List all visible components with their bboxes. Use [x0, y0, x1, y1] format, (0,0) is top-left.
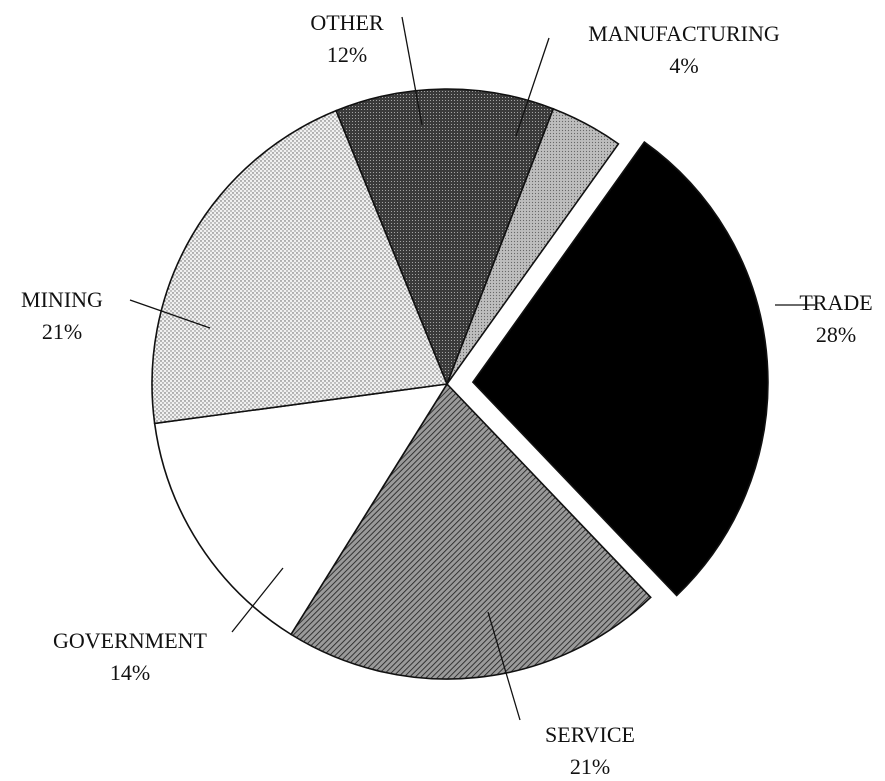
leader-line-other — [401, 16, 423, 126]
slice-label-service: SERVICE — [545, 722, 635, 747]
pie-slice-manufacturing — [446, 107, 620, 385]
pie-slice-service — [289, 382, 652, 680]
leader-line-service — [487, 611, 521, 721]
slice-pct-service: 21% — [570, 754, 610, 779]
leader-line-government — [231, 567, 284, 633]
slice-label-mining: MINING — [21, 287, 103, 312]
pie-slice-other — [335, 88, 555, 387]
slice-pct-government: 14% — [110, 660, 150, 685]
slice-pct-other: 12% — [327, 42, 367, 67]
pie-slice-trade — [471, 140, 769, 597]
pie-slice-government — [153, 382, 449, 636]
slice-label-trade: TRADE — [799, 290, 872, 315]
slice-label-government: GOVERNMENT — [53, 628, 208, 653]
slice-pct-mining: 21% — [42, 319, 82, 344]
leader-line-manufacturing — [515, 37, 550, 137]
leader-line-mining — [129, 299, 211, 329]
pie-slice-mining — [151, 109, 449, 425]
slice-label-other: OTHER — [310, 10, 384, 35]
slice-label-manufacturing: MANUFACTURING — [588, 21, 780, 46]
slice-pct-manufacturing: 4% — [669, 53, 698, 78]
slice-pct-trade: 28% — [816, 322, 856, 347]
